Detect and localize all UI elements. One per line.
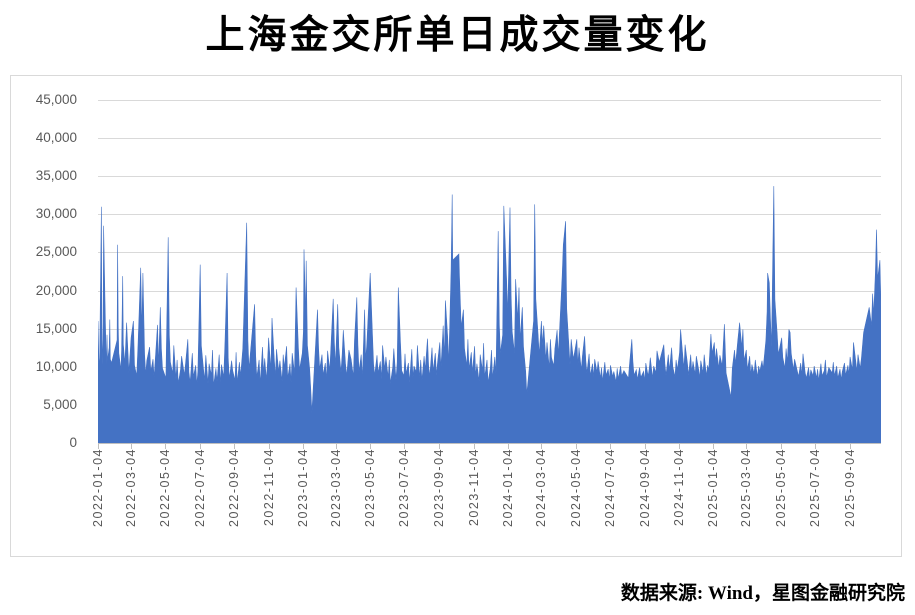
chart-title: 上海金交所单日成交量变化 xyxy=(205,14,710,57)
x-axis-tick-mark xyxy=(746,444,747,449)
x-axis-tick-mark xyxy=(576,444,577,449)
x-axis-tick-mark xyxy=(165,444,166,449)
x-axis-tick-label: 2024-05-04 xyxy=(569,448,583,527)
x-axis-tick-mark xyxy=(645,444,646,449)
x-axis-tick-label: 2024-11-04 xyxy=(672,448,686,527)
x-axis-tick-mark xyxy=(404,444,405,449)
y-axis-tick-label: 10,000 xyxy=(35,359,77,374)
x-axis-tick-mark xyxy=(850,444,851,449)
x-axis-tick-label: 2022-03-04 xyxy=(124,448,138,527)
x-axis-tick-label: 2024-07-04 xyxy=(603,448,617,527)
y-axis-tick-label: 5,000 xyxy=(43,397,77,412)
x-axis-tick-label: 2023-05-04 xyxy=(363,448,377,527)
gridline xyxy=(98,443,881,444)
x-axis-tick-mark xyxy=(679,444,680,449)
x-axis-tick-label: 2025-07-04 xyxy=(808,448,822,527)
x-axis-tick-mark xyxy=(200,444,201,449)
x-axis-tick-label: 2024-01-04 xyxy=(501,448,515,527)
x-axis-tick-label: 2022-05-04 xyxy=(158,448,172,527)
x-axis-tick-mark xyxy=(508,444,509,449)
y-axis-tick-label: 20,000 xyxy=(35,283,77,298)
x-axis-tick-mark xyxy=(815,444,816,449)
x-axis-tick-mark xyxy=(610,444,611,449)
x-axis-tick-mark xyxy=(541,444,542,449)
y-axis-tick-label: 25,000 xyxy=(35,244,77,259)
volume-area-series xyxy=(98,186,881,443)
x-axis-tick-label: 2023-03-04 xyxy=(329,448,343,527)
x-axis-tick-mark xyxy=(269,444,270,449)
y-axis-tick-label: 40,000 xyxy=(35,130,77,145)
y-axis-tick-label: 30,000 xyxy=(35,206,77,221)
x-axis-tick-label: 2025-05-04 xyxy=(774,448,788,527)
area-fill xyxy=(98,186,881,443)
x-axis-tick-label: 2025-09-04 xyxy=(843,448,857,527)
y-axis-tick-label: 35,000 xyxy=(35,168,77,183)
x-axis-tick-mark xyxy=(713,444,714,449)
chart-panel: 45,000 40,000 35,000 30,000 25,000 20,000 15,0… xyxy=(10,75,902,557)
x-axis-tick-label: 2022-01-04 xyxy=(91,448,105,527)
x-axis-tick-label: 2024-03-04 xyxy=(534,448,548,527)
x-axis-tick-label: 2024-09-04 xyxy=(638,448,652,527)
x-axis-tick-mark xyxy=(131,444,132,449)
x-axis-tick-label: 2023-09-04 xyxy=(432,448,446,527)
x-axis-tick-label: 2023-11-04 xyxy=(467,448,481,527)
y-axis-tick-label: 0 xyxy=(69,435,77,450)
x-axis-tick-mark xyxy=(336,444,337,449)
y-axis-tick-label: 15,000 xyxy=(35,321,77,336)
x-axis-tick-mark xyxy=(781,444,782,449)
source-note: 数据来源: Wind，星图金融研究院 xyxy=(620,583,905,604)
x-axis-tick-mark xyxy=(474,444,475,449)
x-axis-tick-mark xyxy=(439,444,440,449)
x-axis-tick-mark xyxy=(303,444,304,449)
x-axis-tick-label: 2022-07-04 xyxy=(193,448,207,527)
x-axis-tick-label: 2023-01-04 xyxy=(296,448,310,527)
x-axis-tick-mark xyxy=(234,444,235,449)
x-axis-tick-label: 2023-07-04 xyxy=(397,448,411,527)
x-axis-tick-mark xyxy=(370,444,371,449)
y-axis-tick-label: 45,000 xyxy=(35,92,77,107)
x-axis-tick-label: 2025-03-04 xyxy=(739,448,753,527)
x-axis-tick-label: 2025-01-04 xyxy=(706,448,720,527)
x-axis-tick-label: 2022-09-04 xyxy=(227,448,241,527)
x-axis-tick-mark xyxy=(98,444,99,449)
x-axis-tick-label: 2022-11-04 xyxy=(262,448,276,527)
